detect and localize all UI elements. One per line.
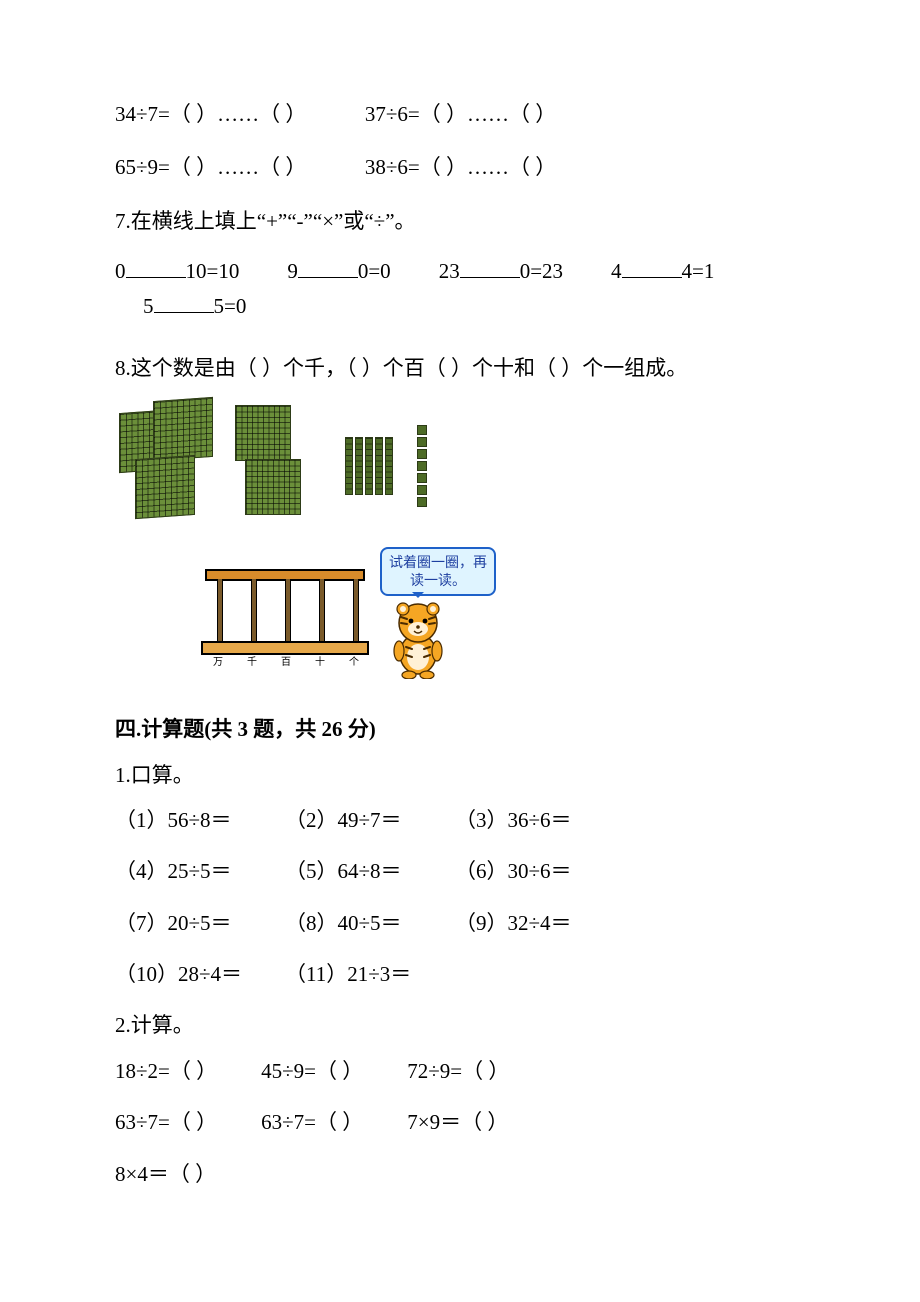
s4-q1-row2: （4）25÷5＝ （5）64÷8＝ （6）30÷6＝ [115, 857, 805, 886]
abacus-post [353, 579, 359, 641]
abacus-label: 个 [345, 656, 363, 670]
worksheet-page: 34÷7=（ ）……（ ） 37÷6=（ ）……（ ） 65÷9=（ ）……（ … [0, 0, 920, 1271]
abacus-label: 万 [209, 656, 227, 670]
q7-c-pre: 23 [439, 259, 460, 283]
s4-q1-item: （1）56÷8＝ [115, 806, 285, 835]
thousand-cube [153, 397, 213, 461]
abacus-base [201, 641, 369, 655]
hundred-flat [235, 405, 291, 461]
s4-q1-item: （11）21÷3＝ [285, 960, 455, 989]
abacus-counting-frame: 万 千 百 十 个 [205, 569, 365, 665]
abacus-label: 千 [243, 656, 261, 670]
speech-bubble: 试着圈一圈，再 读一读。 [380, 547, 496, 595]
q7-b-pre: 9 [287, 259, 298, 283]
s4-q2-item: 72÷9=（ ） [407, 1057, 509, 1086]
blank-line [298, 256, 358, 278]
ten-rod [385, 437, 393, 495]
s4-q2-row1: 18÷2=（ ） 45÷9=（ ） 72÷9=（ ） [115, 1057, 805, 1086]
q7-a-post: 10=10 [186, 259, 240, 283]
q8-figure: 万 千 百 十 个 试着圈一圈，再 读一读。 [115, 399, 455, 679]
thousand-cube [135, 455, 195, 519]
s4-q2-item: 63÷7=（ ） [261, 1108, 363, 1137]
ten-rod [365, 437, 373, 495]
q7-e-post: 5=0 [214, 294, 247, 318]
ten-rod [345, 437, 353, 495]
q7-item-e: 5 5=0 [143, 294, 246, 318]
q6-row-2: 65÷9=（ ）……（ ） 38÷6=（ ）……（ ） [115, 153, 805, 182]
q7-title: 7.在横线上填上“+”“-”“×”或“÷”。 [115, 207, 805, 236]
q7-item-b: 9 0=0 [287, 256, 390, 286]
blank-line [154, 291, 214, 313]
s4-q1-item: （3）36÷6＝ [455, 806, 625, 835]
s4-q1-item: （4）25÷5＝ [115, 857, 285, 886]
s4-q2-item: 8×4＝（ ） [115, 1160, 216, 1189]
q6-2b: 38÷6=（ ）……（ ） [365, 155, 556, 179]
s4-q1-row4: （10）28÷4＝ （11）21÷3＝ [115, 960, 805, 989]
s4-q1-item: （2）49÷7＝ [285, 806, 455, 835]
q6-row-1: 34÷7=（ ）……（ ） 37÷6=（ ）……（ ） [115, 100, 805, 129]
s4-q1-item: （6）30÷6＝ [455, 857, 625, 886]
tiger-cartoon-icon [383, 599, 453, 679]
abacus-post [217, 579, 223, 641]
s4-q1-title: 1.口算。 [115, 761, 805, 790]
s4-q2-item: 18÷2=（ ） [115, 1057, 217, 1086]
s4-q2-row3: 8×4＝（ ） [115, 1160, 805, 1189]
one-unit [417, 473, 427, 483]
q7-d-pre: 4 [611, 259, 622, 283]
one-unit [417, 437, 427, 447]
q7-c-post: 0=23 [520, 259, 563, 283]
q7-e-pre: 5 [143, 294, 154, 318]
q7-row-1: 0 10=10 9 0=0 23 0=23 4 4=1 [115, 256, 805, 286]
s4-q1-item: （8）40÷5＝ [285, 909, 455, 938]
q8-text: 8.这个数是由（ ）个千，（ ）个百（ ）个十和（ ）个一组成。 [115, 345, 805, 391]
q7-item-d: 4 4=1 [611, 256, 714, 286]
s4-q1-row3: （7）20÷5＝ （8）40÷5＝ （9）32÷4＝ [115, 909, 805, 938]
s4-q1-item: （7）20÷5＝ [115, 909, 285, 938]
one-unit [417, 485, 427, 495]
ten-rod [355, 437, 363, 495]
s4-q2-item: 63÷7=（ ） [115, 1108, 217, 1137]
s4-q2-row2: 63÷7=（ ） 63÷7=（ ） 7×9＝（ ） [115, 1108, 805, 1137]
q7-d-post: 4=1 [682, 259, 715, 283]
s4-q1-item: （10）28÷4＝ [115, 960, 285, 989]
section4-title: 四.计算题(共 3 题，共 26 分) [115, 715, 805, 744]
s4-q2-item: 7×9＝（ ） [407, 1108, 508, 1137]
abacus-label: 百 [277, 656, 295, 670]
s4-q1-item: （9）32÷4＝ [455, 909, 625, 938]
q7-item-a: 0 10=10 [115, 256, 239, 286]
one-unit [417, 425, 427, 435]
s4-q2-item: 45÷9=（ ） [261, 1057, 363, 1086]
one-unit [417, 497, 427, 507]
s4-q2-title: 2.计算。 [115, 1011, 805, 1040]
abacus-label: 十 [311, 656, 329, 670]
abacus-post [251, 579, 257, 641]
q6-1b: 37÷6=（ ）……（ ） [365, 102, 556, 126]
s4-q1-item: （5）64÷8＝ [285, 857, 455, 886]
q7-row-2: 5 5=0 [115, 291, 805, 321]
hundred-flat [245, 459, 301, 515]
abacus-post [285, 579, 291, 641]
q7-a-pre: 0 [115, 259, 126, 283]
bubble-line-2: 读一读。 [388, 571, 488, 589]
bubble-line-1: 试着圈一圈，再 [388, 553, 488, 571]
ten-rod [375, 437, 383, 495]
s4-q1-row1: （1）56÷8＝ （2）49÷7＝ （3）36÷6＝ [115, 806, 805, 835]
one-unit [417, 449, 427, 459]
q6-2a: 65÷9=（ ）……（ ） [115, 155, 306, 179]
q7-b-post: 0=0 [358, 259, 391, 283]
blank-line [460, 256, 520, 278]
q6-1a: 34÷7=（ ）……（ ） [115, 102, 306, 126]
one-unit [417, 461, 427, 471]
blank-line [622, 256, 682, 278]
q7-item-c: 23 0=23 [439, 256, 563, 286]
blank-line [126, 256, 186, 278]
abacus-post [319, 579, 325, 641]
